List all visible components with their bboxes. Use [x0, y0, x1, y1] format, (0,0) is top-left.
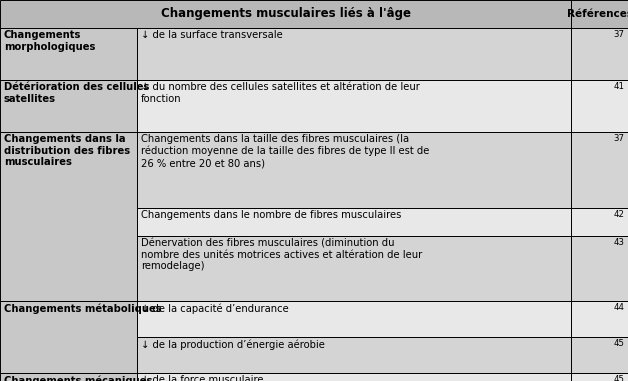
Bar — [137, 301, 571, 337]
Text: 37: 37 — [613, 30, 624, 39]
Bar — [0, 132, 137, 301]
Bar — [137, 236, 571, 301]
Text: Détérioration des cellules
satellites: Détérioration des cellules satellites — [4, 82, 149, 104]
Text: 41: 41 — [613, 82, 624, 91]
Bar — [137, 80, 571, 132]
Bar — [137, 132, 571, 208]
Bar — [0, 28, 137, 80]
Bar — [0, 373, 137, 381]
Text: Changements dans le nombre de fibres musculaires: Changements dans le nombre de fibres mus… — [141, 210, 401, 220]
Bar — [137, 208, 571, 236]
Bar — [137, 373, 571, 381]
Text: 37: 37 — [613, 134, 624, 143]
Bar — [571, 337, 628, 373]
Text: 45: 45 — [613, 375, 624, 381]
Text: 45: 45 — [613, 339, 624, 348]
Text: Références: Références — [566, 9, 628, 19]
Text: Changements dans la
distribution des fibres
musculaires: Changements dans la distribution des fib… — [4, 134, 130, 168]
Bar — [137, 337, 571, 373]
Text: Changements
morphologiques: Changements morphologiques — [4, 30, 95, 52]
Text: 43: 43 — [613, 238, 624, 247]
Text: ↓ de la capacité d’endurance: ↓ de la capacité d’endurance — [141, 303, 288, 314]
Text: Changements musculaires liés à l'âge: Changements musculaires liés à l'âge — [161, 8, 411, 21]
Bar — [0, 0, 571, 28]
Text: ↓ de la surface transversale: ↓ de la surface transversale — [141, 30, 283, 40]
Text: ↓ de la production d’énergie aérobie: ↓ de la production d’énergie aérobie — [141, 339, 325, 350]
Bar — [571, 80, 628, 132]
Bar — [571, 373, 628, 381]
Bar — [571, 208, 628, 236]
Text: Changements métaboliques: Changements métaboliques — [4, 303, 161, 314]
Bar — [0, 301, 137, 373]
Text: ↓ du nombre des cellules satellites et altération de leur
fonction: ↓ du nombre des cellules satellites et a… — [141, 82, 420, 104]
Bar — [0, 80, 137, 132]
Text: 42: 42 — [613, 210, 624, 219]
Text: 44: 44 — [613, 303, 624, 312]
Bar — [571, 0, 628, 28]
Bar — [571, 28, 628, 80]
Text: Dénervation des fibres musculaires (diminution du
nombre des unités motrices act: Dénervation des fibres musculaires (dimi… — [141, 238, 422, 272]
Text: Changements dans la taille des fibres musculaires (la
réduction moyenne de la ta: Changements dans la taille des fibres mu… — [141, 134, 429, 168]
Bar — [571, 236, 628, 301]
Bar — [137, 28, 571, 80]
Bar — [571, 132, 628, 208]
Bar — [571, 301, 628, 337]
Text: Changements mécaniques: Changements mécaniques — [4, 375, 152, 381]
Text: ↓ de la force musculaire: ↓ de la force musculaire — [141, 375, 263, 381]
